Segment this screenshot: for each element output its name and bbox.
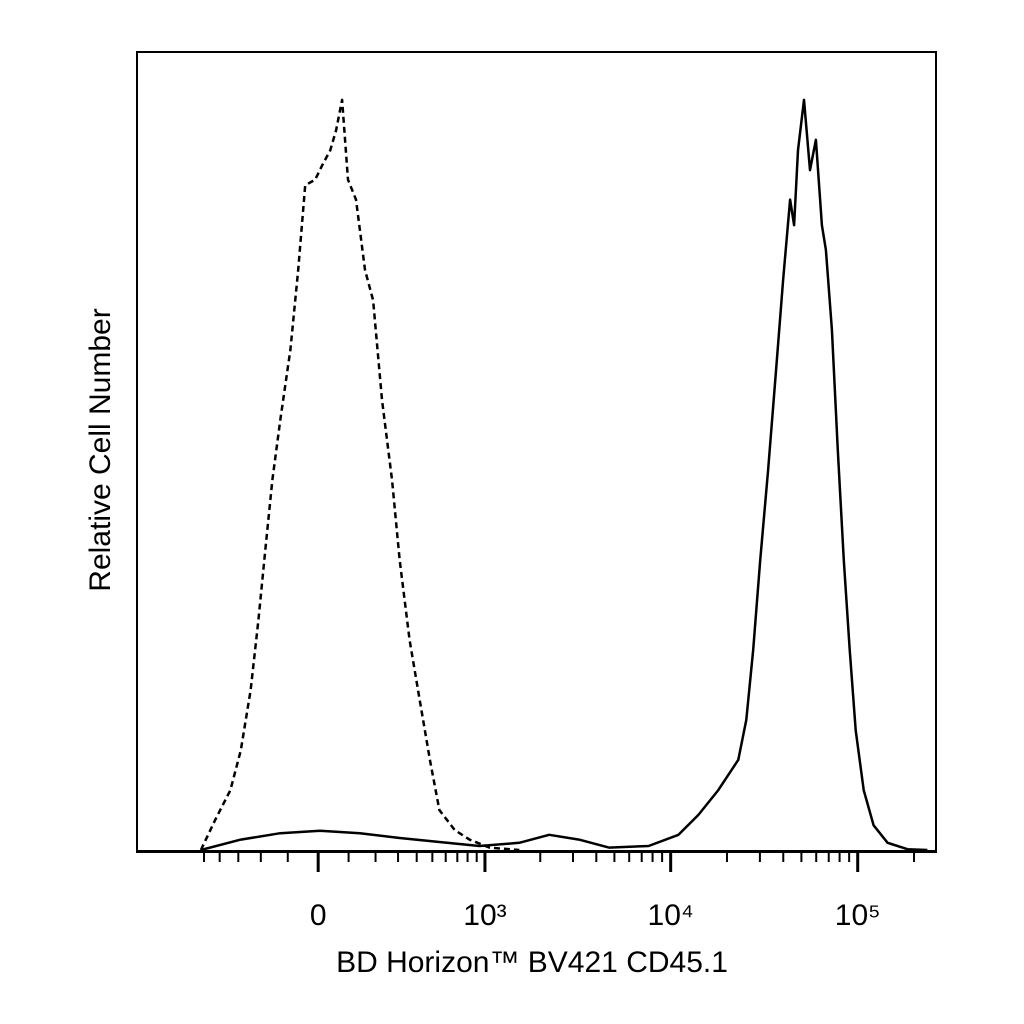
- y-axis-label: Relative Cell Number: [84, 308, 117, 591]
- plot-frame: [136, 51, 937, 853]
- x-axis-label: BD Horizon™ BV421 CD45.1: [336, 946, 728, 979]
- x-tick-label: 10⁴: [648, 899, 694, 932]
- x-tick-label: 10³: [463, 899, 506, 932]
- histogram-line: [199, 98, 520, 852]
- x-tick-label: 10⁵: [835, 899, 881, 932]
- x-tick-label: 0: [310, 899, 327, 932]
- histogram-line: [200, 98, 928, 852]
